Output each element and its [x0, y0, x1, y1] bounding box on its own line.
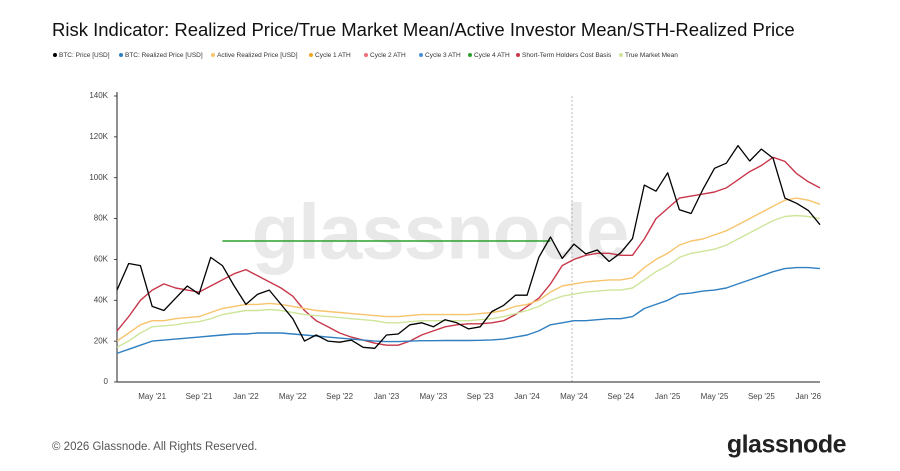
x-tick-label: May '24	[560, 392, 588, 401]
x-tick-label: May '21	[138, 392, 166, 401]
legend-swatch	[364, 53, 368, 57]
legend-swatch	[211, 53, 215, 57]
legend-swatch	[53, 53, 57, 57]
y-tick-label: 0	[104, 377, 109, 386]
y-tick-label: 80K	[94, 214, 109, 223]
x-tick-label: Sep '25	[748, 392, 775, 401]
legend-label: True Market Mean	[625, 52, 678, 59]
x-tick-label: Jan '25	[655, 392, 681, 401]
legend-label: Cycle 1 ATH	[315, 52, 351, 59]
watermark: glassnode	[252, 188, 629, 276]
x-tick-label: Sep '24	[607, 392, 634, 401]
x-tick-label: Sep '21	[186, 392, 213, 401]
y-tick-label: 60K	[94, 255, 109, 264]
x-tick-label: Jan '24	[514, 392, 540, 401]
legend-swatch	[419, 53, 423, 57]
legend-swatch	[516, 53, 520, 57]
x-tick-label: Sep '22	[326, 392, 353, 401]
series-line	[116, 144, 821, 349]
series-line	[116, 266, 821, 355]
y-tick-label: 40K	[94, 295, 109, 304]
legend-label: Short-Term Holders Cost Basis	[522, 52, 612, 59]
chart-title: Risk Indicator: Realized Price/True Mark…	[52, 19, 795, 40]
series-line	[116, 214, 821, 348]
x-tick-label: May '22	[279, 392, 307, 401]
y-tick-label: 100K	[89, 173, 108, 182]
legend-label: BTC: Price [USD]	[59, 52, 110, 59]
legend-swatch	[619, 53, 623, 57]
legend-label: BTC: Realized Price [USD]	[125, 52, 203, 59]
x-tick-label: May '25	[701, 392, 729, 401]
y-tick-label: 120K	[89, 132, 108, 141]
x-tick-label: Jan '22	[233, 392, 259, 401]
x-tick-label: Sep '23	[467, 392, 494, 401]
x-tick-label: May '23	[419, 392, 447, 401]
legend-swatch	[309, 53, 313, 57]
y-tick-label: 140K	[89, 91, 108, 100]
x-tick-label: Jan '23	[374, 392, 400, 401]
legend-label: Cycle 3 ATH	[425, 52, 461, 59]
footer: © 2026 Glassnode. All Rights Reserved.	[52, 441, 257, 453]
legend-swatch	[468, 53, 472, 57]
legend-label: Cycle 4 ATH	[474, 52, 510, 59]
series-line	[116, 197, 821, 342]
legend-swatch	[119, 53, 123, 57]
legend-label: Cycle 2 ATH	[370, 52, 406, 59]
series-line	[116, 156, 821, 346]
x-tick-label: Jan '26	[796, 392, 822, 401]
legend-label: Active Realized Price [USD]	[217, 52, 298, 59]
logo: glassnode	[727, 431, 847, 459]
y-tick-label: 20K	[94, 336, 109, 345]
